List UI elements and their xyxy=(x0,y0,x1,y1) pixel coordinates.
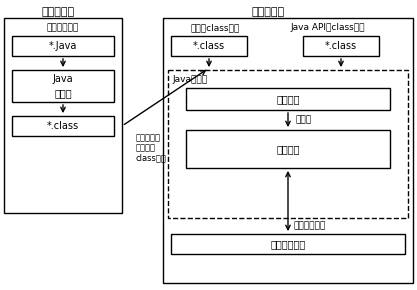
Bar xyxy=(171,36,247,56)
Text: 类装载器: 类装载器 xyxy=(276,94,300,104)
Text: Java: Java xyxy=(53,74,73,84)
Bar xyxy=(12,70,114,102)
Text: 通过本地或: 通过本地或 xyxy=(136,133,161,142)
Text: Java虚拟机: Java虚拟机 xyxy=(172,75,207,84)
Text: *.class: *.class xyxy=(325,41,357,51)
Text: class文件: class文件 xyxy=(136,153,167,162)
Text: 编译时环境: 编译时环境 xyxy=(41,7,75,17)
Text: 字节码: 字节码 xyxy=(296,115,312,124)
Text: 程序的class文件: 程序的class文件 xyxy=(191,23,240,32)
Text: 程序的源文件: 程序的源文件 xyxy=(47,23,79,32)
Text: *.class: *.class xyxy=(193,41,225,51)
Text: 编译器: 编译器 xyxy=(54,88,72,98)
Bar xyxy=(303,36,379,56)
Text: *.class: *.class xyxy=(47,121,79,131)
Text: *.Java: *.Java xyxy=(49,41,77,51)
Bar xyxy=(186,88,390,110)
Bar xyxy=(12,36,114,56)
Bar xyxy=(4,18,122,213)
Bar xyxy=(186,130,390,168)
Bar xyxy=(171,234,405,254)
Text: 运行时环境: 运行时环境 xyxy=(251,7,284,17)
Bar xyxy=(12,116,114,136)
Text: 执行引擎: 执行引擎 xyxy=(276,144,300,154)
Text: Java API的class文件: Java API的class文件 xyxy=(291,23,365,32)
Text: 网络传递: 网络传递 xyxy=(136,144,156,153)
Text: 主机操作系统: 主机操作系统 xyxy=(270,239,306,249)
Bar xyxy=(163,18,413,283)
Text: 本地方法调用: 本地方法调用 xyxy=(294,222,326,231)
Bar xyxy=(168,70,408,218)
